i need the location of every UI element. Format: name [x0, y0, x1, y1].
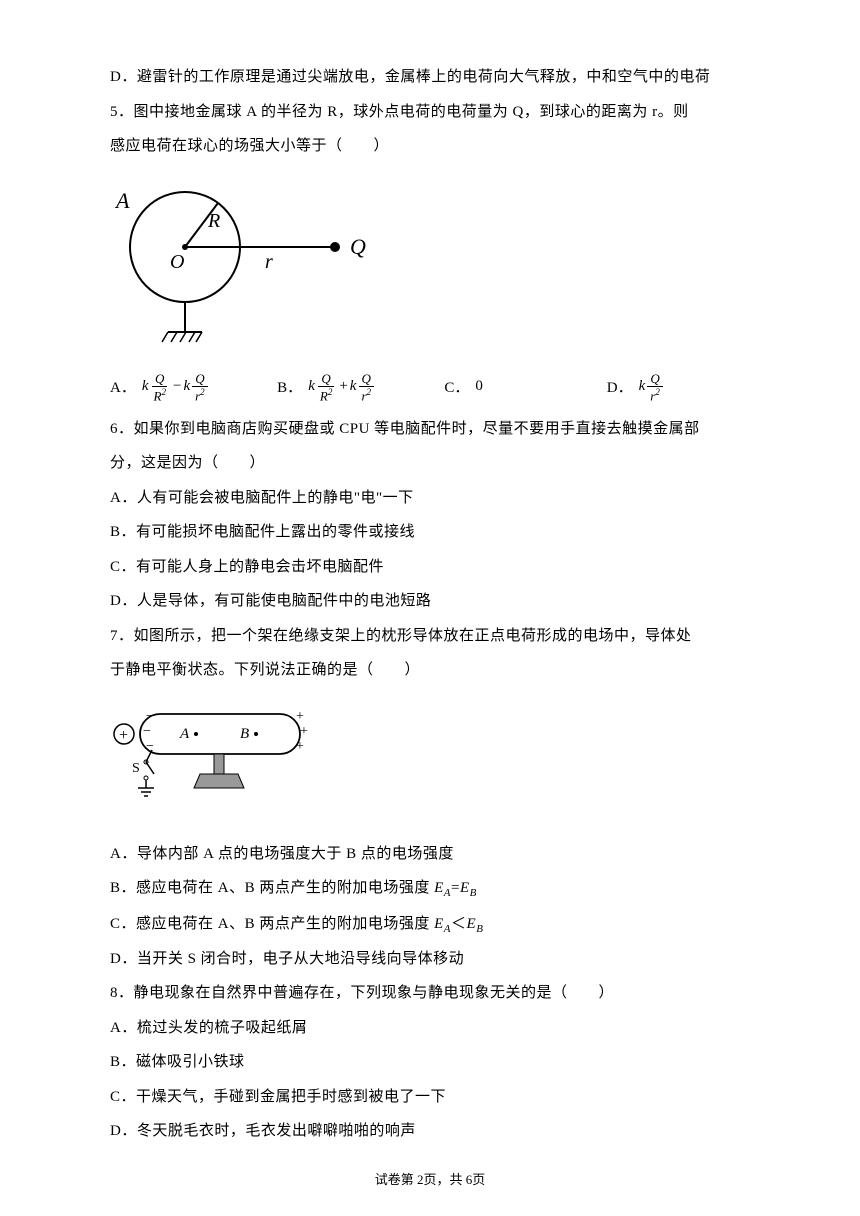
q5-svg: A O R r Q: [110, 172, 390, 357]
q5-option-a: A． k QR2 − k Qr2: [110, 372, 277, 402]
q8-option-d: D．冬天脱毛衣时，毛衣发出噼噼啪啪的响声: [110, 1114, 750, 1149]
q7-stem-line1: 7．如图所示，把一个架在绝缘支架上的枕形导体放在正点电荷形成的电场中，导体处: [110, 619, 750, 654]
q6-stem-line1: 6．如果你到电脑商店购买硬盘或 CPU 等电脑配件时，尽量不要用手直接去触摸金属…: [110, 412, 750, 447]
q7-plus-icon: +: [119, 727, 128, 744]
q6-option-a: A．人有可能会被电脑配件上的静电"电"一下: [110, 481, 750, 516]
q8-option-c: C．干燥天气，手碰到金属把手时感到被电了一下: [110, 1080, 750, 1115]
q6-stem-line2: 分，这是因为（ ）: [110, 446, 750, 481]
q7-option-d: D．当开关 S 闭合时，电子从大地沿导线向导体移动: [110, 942, 750, 977]
q5-label-A: A: [114, 188, 130, 213]
q7-label-B: B: [240, 726, 249, 742]
q7-stem-line2: 于静电平衡状态。下列说法正确的是（ ）: [110, 653, 750, 688]
q7-option-b: B．感应电荷在 A、B 两点产生的附加电场强度 EA=EB: [110, 871, 750, 906]
q5-option-d: D． k Qr2: [607, 372, 750, 402]
svg-text:+: +: [300, 724, 308, 739]
svg-text:+: +: [296, 709, 304, 724]
q5-label-r: r: [265, 251, 273, 273]
svg-text:+: +: [296, 739, 304, 754]
svg-text:−: −: [146, 739, 154, 754]
q5-options: A． k QR2 − k Qr2 B． k QR2 + k Qr2 C． 0 D…: [110, 372, 750, 402]
q6-option-c: C．有可能人身上的静电会击坏电脑配件: [110, 550, 750, 585]
q5-diagram: A O R r Q: [110, 172, 750, 362]
page-footer: 试卷第 2页，共 6页: [0, 1169, 860, 1188]
svg-text:−: −: [146, 709, 154, 724]
q7-option-c: C．感应电荷在 A、B 两点产生的附加电场强度 EA＜EB: [110, 907, 750, 942]
q8-option-b: B．磁体吸引小铁球: [110, 1045, 750, 1080]
q7-option-a: A．导体内部 A 点的电场强度大于 B 点的电场强度: [110, 837, 750, 872]
q8-option-a: A．梳过头发的梳子吸起纸屑: [110, 1011, 750, 1046]
svg-text:−: −: [143, 724, 151, 739]
q5-stem-line2: 感应电荷在球心的场强大小等于（ ）: [110, 129, 750, 164]
q6-option-d: D．人是导体，有可能使电脑配件中的电池短路: [110, 584, 750, 619]
q5-option-b: B． k QR2 + k Qr2: [277, 372, 444, 402]
q5-label-Q: Q: [350, 234, 366, 259]
q5-label-O: O: [170, 251, 184, 273]
q8-stem: 8．静电现象在自然界中普遍存在，下列现象与静电现象无关的是（ ）: [110, 976, 750, 1011]
q7-label-S: S: [132, 761, 140, 776]
q7-diagram: + − − − + + + A B S: [110, 700, 750, 805]
q7-svg: + − − − + + + A B S: [110, 700, 340, 800]
q5-label-R: R: [207, 210, 220, 232]
prev-option-d: D．避雷针的工作原理是通过尖端放电，金属棒上的电荷向大气释放，中和空气中的电荷: [110, 60, 750, 95]
q7-label-A: A: [179, 726, 190, 742]
q5-option-c: C． 0: [444, 376, 606, 397]
q5-stem-line1: 5．图中接地金属球 A 的半径为 R，球外点电荷的电荷量为 Q，到球心的距离为 …: [110, 95, 750, 130]
q6-option-b: B．有可能损坏电脑配件上露出的零件或接线: [110, 515, 750, 550]
